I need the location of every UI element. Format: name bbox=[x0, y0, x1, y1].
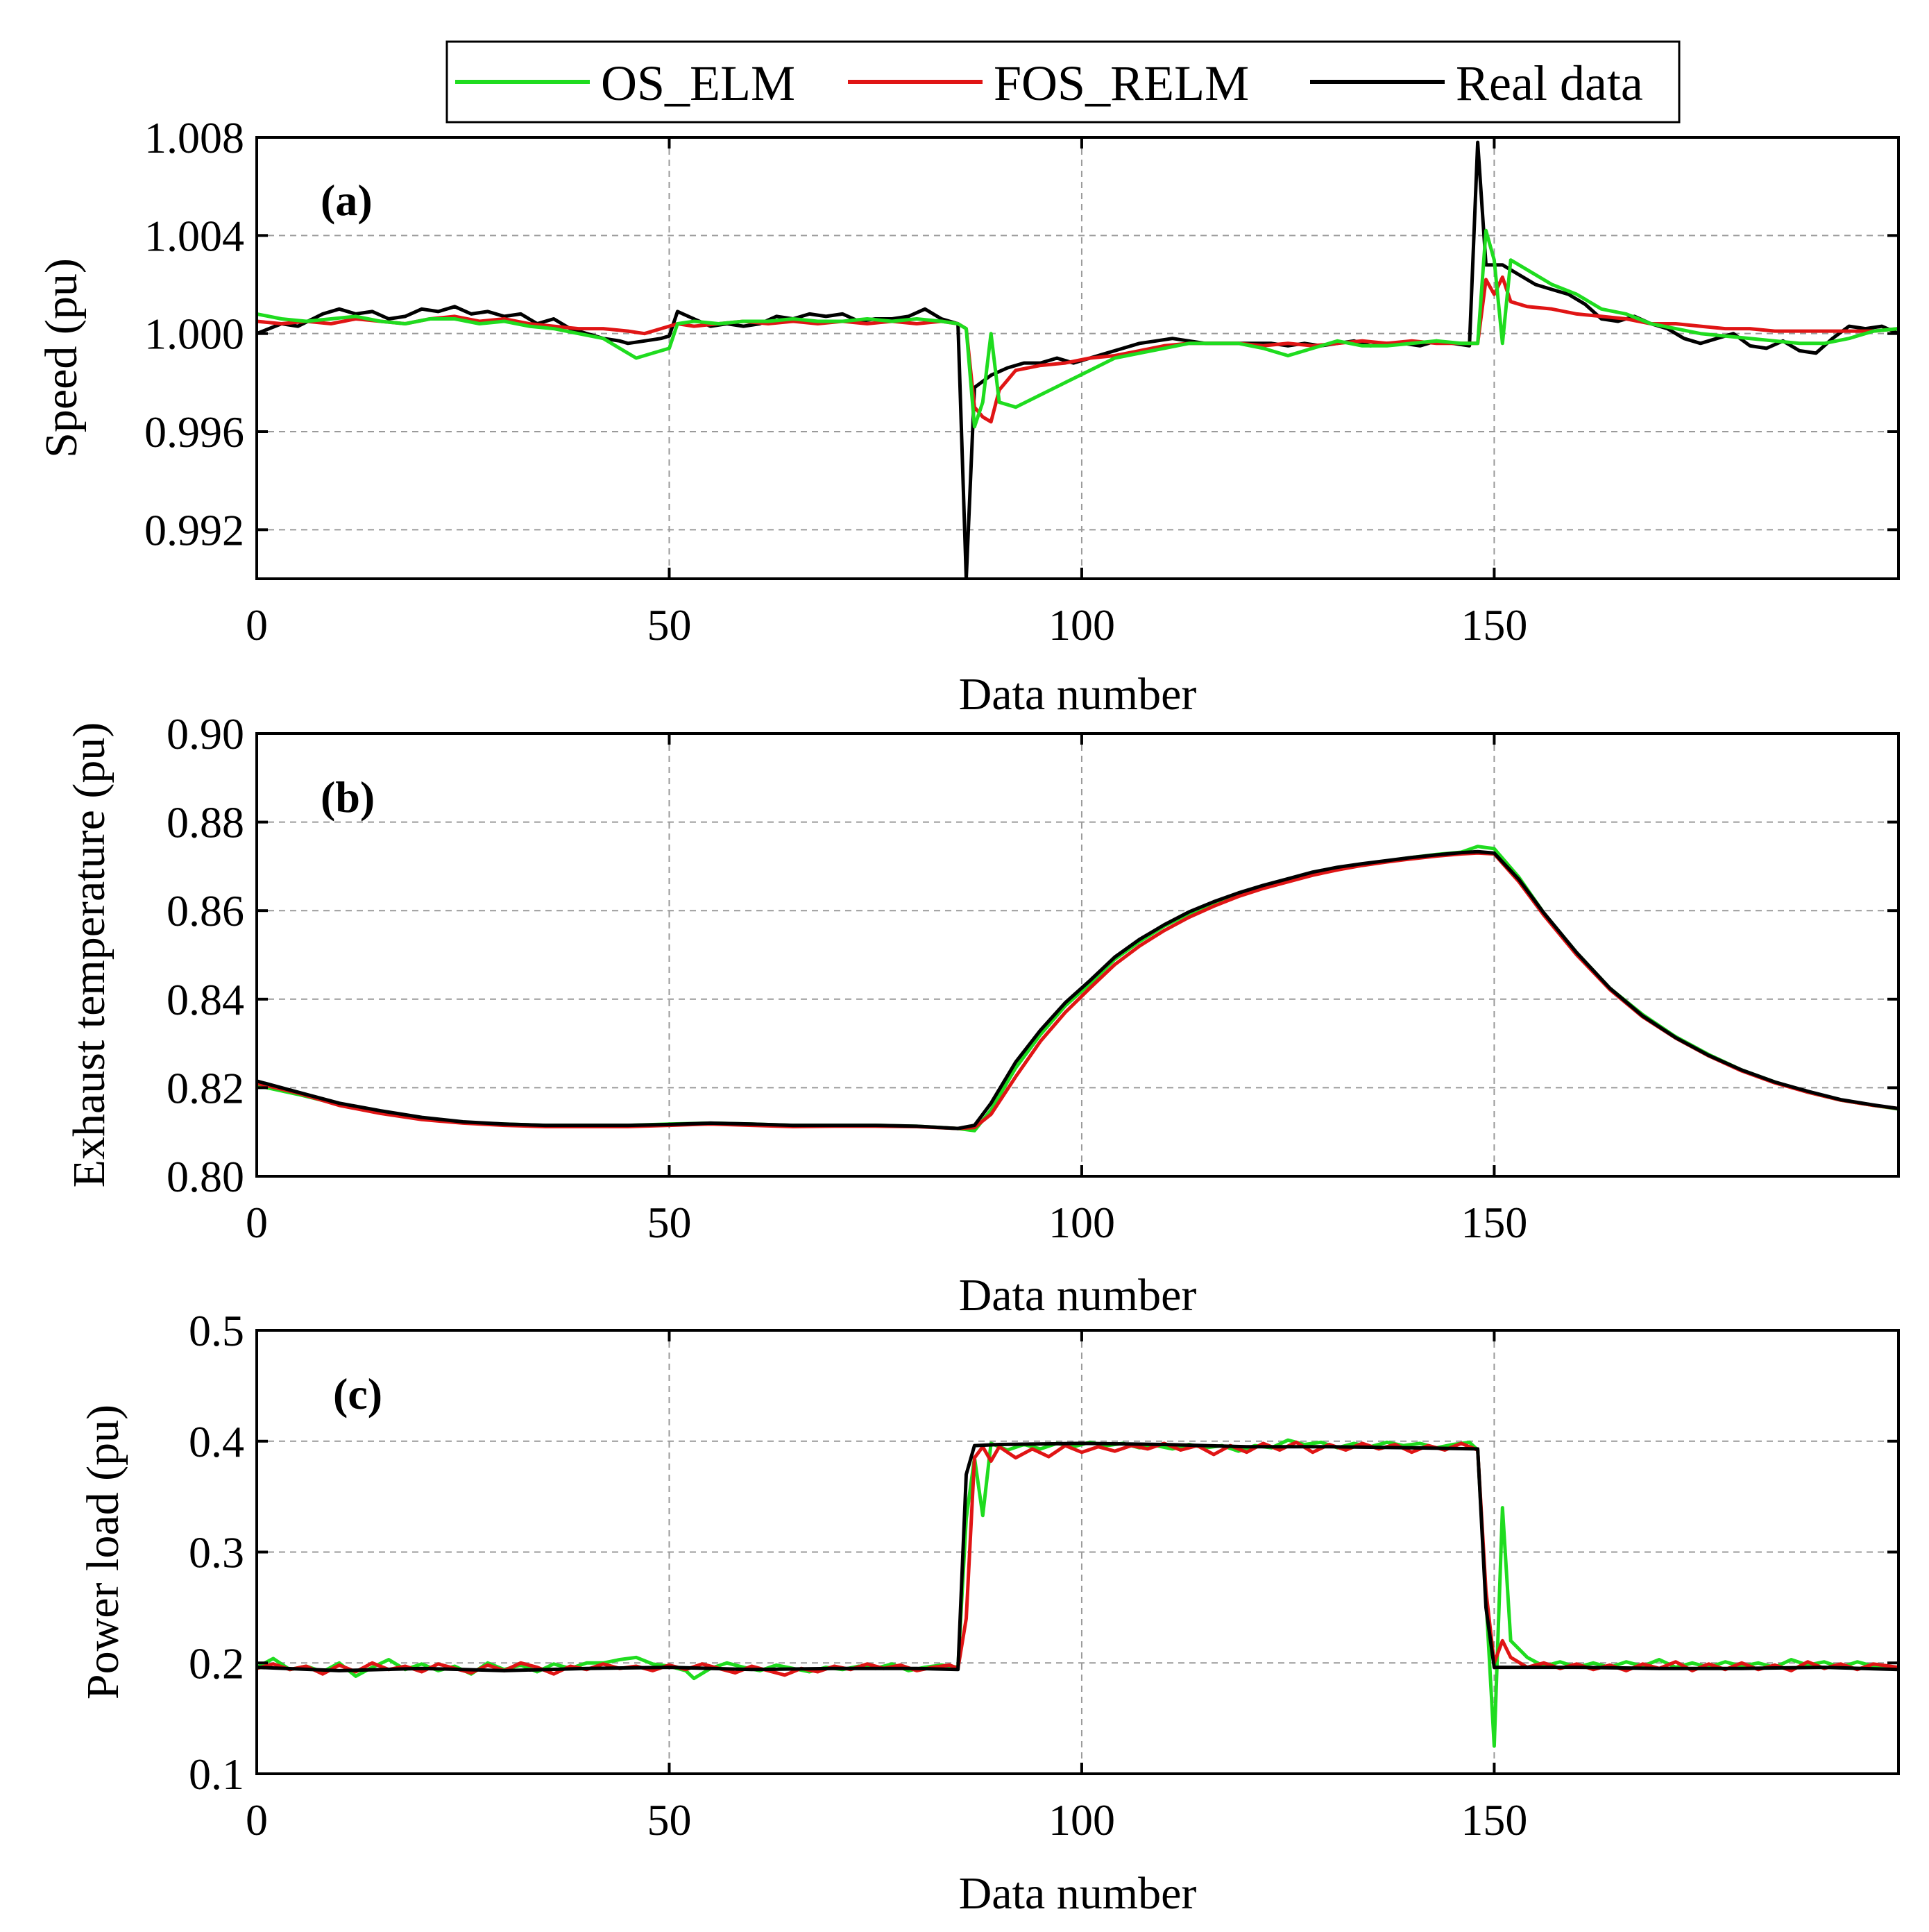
legend-label-os-elm: OS_ELM bbox=[601, 56, 795, 111]
y-tick-label-a-3: 1.004 bbox=[144, 211, 244, 260]
legend-box bbox=[445, 40, 1681, 124]
legend-label-real-data: Real data bbox=[1456, 56, 1643, 111]
x-axis-label-c: Data number bbox=[959, 1868, 1197, 1919]
grid-c bbox=[257, 1330, 1898, 1774]
panel-b-exhaust-temperature: 0 50 100 150 0.80 0.82 0.84 0.86 0.88 0.90 (b) Da… bbox=[64, 709, 1900, 1321]
series-a bbox=[257, 140, 1898, 579]
panel-label-a: (a) bbox=[321, 176, 373, 225]
series-line-real-data-c bbox=[257, 1441, 1898, 1672]
x-tick-label-b-2: 100 bbox=[1048, 1198, 1115, 1247]
y-tick-label-b-1: 0.82 bbox=[167, 1063, 244, 1112]
y-tick-label-a-1: 0.996 bbox=[144, 407, 244, 457]
y-tick-label-b-0: 0.80 bbox=[167, 1152, 244, 1201]
y-axis-label-c: Power load (pu) bbox=[78, 1405, 128, 1700]
ticks-c: 0 50 100 150 0.1 0.2 0.3 0.4 0.5 bbox=[189, 1306, 1898, 1845]
series-line-real-data-b bbox=[257, 849, 1898, 1130]
y-tick-label-a-4: 1.008 bbox=[144, 113, 244, 162]
x-tick-label-c-0: 0 bbox=[246, 1795, 268, 1845]
series-c bbox=[257, 1438, 1898, 1748]
x-tick-label-a-2: 100 bbox=[1048, 600, 1115, 650]
y-tick-label-c-3: 0.4 bbox=[189, 1417, 244, 1466]
y-tick-label-c-0: 0.1 bbox=[189, 1749, 244, 1799]
y-axis-label-a: Speed (pu) bbox=[36, 258, 87, 458]
y-tick-label-b-2: 0.84 bbox=[167, 975, 244, 1024]
y-tick-label-c-4: 0.5 bbox=[189, 1306, 244, 1355]
x-tick-label-c-2: 100 bbox=[1048, 1795, 1115, 1845]
y-tick-label-a-0: 0.992 bbox=[144, 505, 244, 554]
x-tick-label-c-1: 50 bbox=[647, 1795, 691, 1845]
grid-a bbox=[257, 137, 1898, 579]
y-tick-label-b-4: 0.88 bbox=[167, 798, 244, 847]
x-axis-label-a: Data number bbox=[959, 669, 1197, 720]
legend: OS_ELM FOS_RELM Real data bbox=[445, 40, 1681, 124]
x-tick-label-b-0: 0 bbox=[246, 1198, 268, 1247]
panel-c-power-load: 0 50 100 150 0.1 0.2 0.3 0.4 0.5 (c) Data number… bbox=[78, 1306, 1900, 1919]
panel-a-speed: 0 50 100 150 0.992 0.996 1.000 1.004 1.008 (a) D… bbox=[36, 113, 1900, 720]
panel-label-c: (c) bbox=[333, 1369, 382, 1418]
y-tick-label-b-3: 0.86 bbox=[167, 886, 244, 935]
series-b bbox=[257, 845, 1898, 1133]
ticks-a: 0 50 100 150 0.992 0.996 1.000 1.004 1.008 bbox=[144, 113, 1898, 650]
plot-frame-a bbox=[255, 136, 1900, 580]
grid-b bbox=[257, 734, 1898, 1176]
y-tick-label-c-2: 0.3 bbox=[189, 1528, 244, 1577]
x-tick-label-a-3: 150 bbox=[1461, 600, 1527, 650]
ticks-b: 0 50 100 150 0.80 0.82 0.84 0.86 0.88 0.90 bbox=[167, 709, 1898, 1247]
x-tick-label-b-1: 50 bbox=[647, 1198, 691, 1247]
series-line-fos-relm-c bbox=[257, 1440, 1898, 1677]
y-tick-label-a-2: 1.000 bbox=[144, 310, 244, 359]
x-tick-label-b-3: 150 bbox=[1461, 1198, 1527, 1247]
series-line-os-elm-a bbox=[257, 228, 1898, 429]
series-line-os-elm-c bbox=[257, 1438, 1898, 1748]
series-line-fos-relm-a bbox=[257, 275, 1898, 424]
y-tick-label-b-5: 0.90 bbox=[167, 709, 244, 759]
panel-label-b: (b) bbox=[321, 772, 375, 822]
y-axis-label-b: Exhaust temperature (pu) bbox=[64, 722, 114, 1188]
plot-frame-b bbox=[255, 732, 1900, 1178]
y-tick-label-c-1: 0.2 bbox=[189, 1638, 244, 1688]
x-axis-label-b: Data number bbox=[959, 1270, 1197, 1321]
x-tick-label-a-1: 50 bbox=[647, 600, 691, 650]
x-tick-label-c-3: 150 bbox=[1461, 1795, 1527, 1845]
x-tick-label-a-0: 0 bbox=[246, 600, 268, 650]
legend-label-fos-relm: FOS_RELM bbox=[994, 56, 1249, 111]
